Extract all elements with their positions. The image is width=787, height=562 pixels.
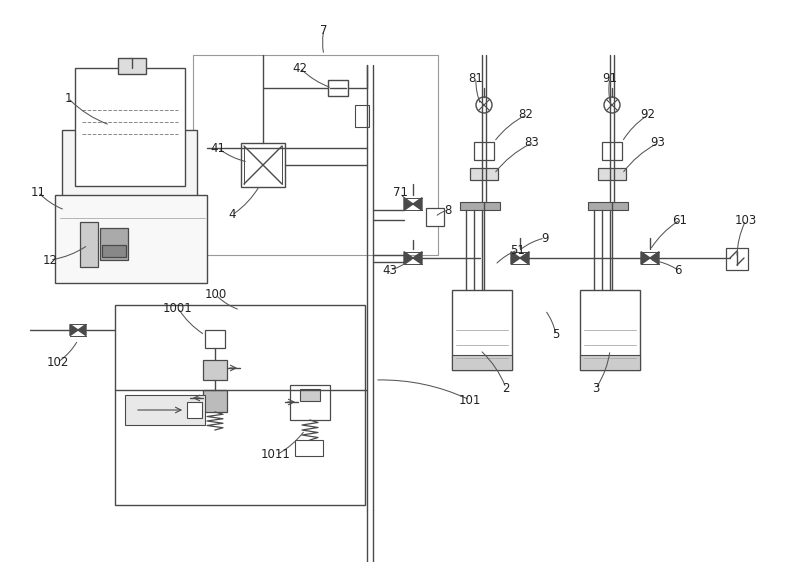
Text: 6: 6 (674, 264, 682, 277)
Bar (295, 440, 323, 456)
Bar (102, 245, 126, 257)
Polygon shape (413, 252, 422, 264)
Bar (203, 360, 227, 380)
Polygon shape (641, 252, 650, 264)
Polygon shape (78, 324, 86, 336)
Text: 1: 1 (65, 92, 72, 105)
Text: 81: 81 (468, 71, 483, 84)
Bar (355, 105, 369, 127)
Text: 101: 101 (459, 393, 481, 406)
Bar (598, 168, 626, 180)
Text: 2: 2 (502, 382, 510, 395)
Bar (118, 58, 146, 74)
Text: 102: 102 (46, 356, 69, 369)
Text: 5: 5 (552, 329, 560, 342)
Bar (205, 330, 225, 348)
Text: 83: 83 (525, 137, 539, 149)
Bar (588, 202, 628, 210)
Text: 3: 3 (593, 382, 600, 395)
Text: 91: 91 (603, 71, 618, 84)
Bar (55, 195, 207, 283)
Text: 11: 11 (31, 185, 46, 198)
Bar (125, 395, 205, 425)
Polygon shape (650, 252, 659, 264)
Bar (470, 168, 498, 180)
Bar (452, 355, 512, 370)
Bar (193, 55, 438, 255)
Bar (452, 290, 512, 370)
Polygon shape (511, 252, 520, 264)
Bar (187, 402, 202, 418)
Bar (241, 143, 285, 187)
Text: 100: 100 (205, 288, 227, 301)
Text: 92: 92 (641, 108, 656, 121)
Bar (460, 202, 500, 210)
Bar (100, 228, 128, 260)
Bar (290, 385, 330, 420)
Text: 1011: 1011 (261, 448, 291, 461)
Bar (300, 389, 320, 401)
Polygon shape (70, 324, 78, 336)
Text: 51: 51 (511, 243, 526, 256)
Polygon shape (404, 198, 413, 210)
Bar (426, 208, 444, 226)
Polygon shape (404, 252, 413, 264)
Bar (80, 222, 98, 267)
Text: 4: 4 (228, 209, 236, 221)
Polygon shape (520, 252, 529, 264)
Bar (474, 142, 494, 160)
Text: 7: 7 (320, 24, 327, 37)
Bar (726, 248, 748, 270)
Text: 71: 71 (393, 187, 408, 200)
Bar (62, 130, 197, 275)
Bar (203, 390, 227, 412)
Text: 1001: 1001 (163, 301, 193, 315)
Text: 41: 41 (210, 142, 226, 155)
Text: 8: 8 (445, 203, 452, 216)
Text: 93: 93 (651, 137, 666, 149)
Text: 103: 103 (735, 214, 757, 226)
Text: 12: 12 (42, 253, 57, 266)
Text: 43: 43 (382, 264, 397, 277)
Bar (75, 68, 185, 186)
Text: 61: 61 (673, 214, 688, 226)
Bar (602, 142, 622, 160)
Bar (115, 305, 365, 505)
Text: 82: 82 (519, 108, 534, 121)
Polygon shape (413, 198, 422, 210)
Text: 9: 9 (541, 232, 549, 244)
Text: 42: 42 (293, 61, 308, 75)
Bar (580, 355, 640, 370)
Bar (580, 290, 640, 370)
Bar (328, 80, 348, 96)
